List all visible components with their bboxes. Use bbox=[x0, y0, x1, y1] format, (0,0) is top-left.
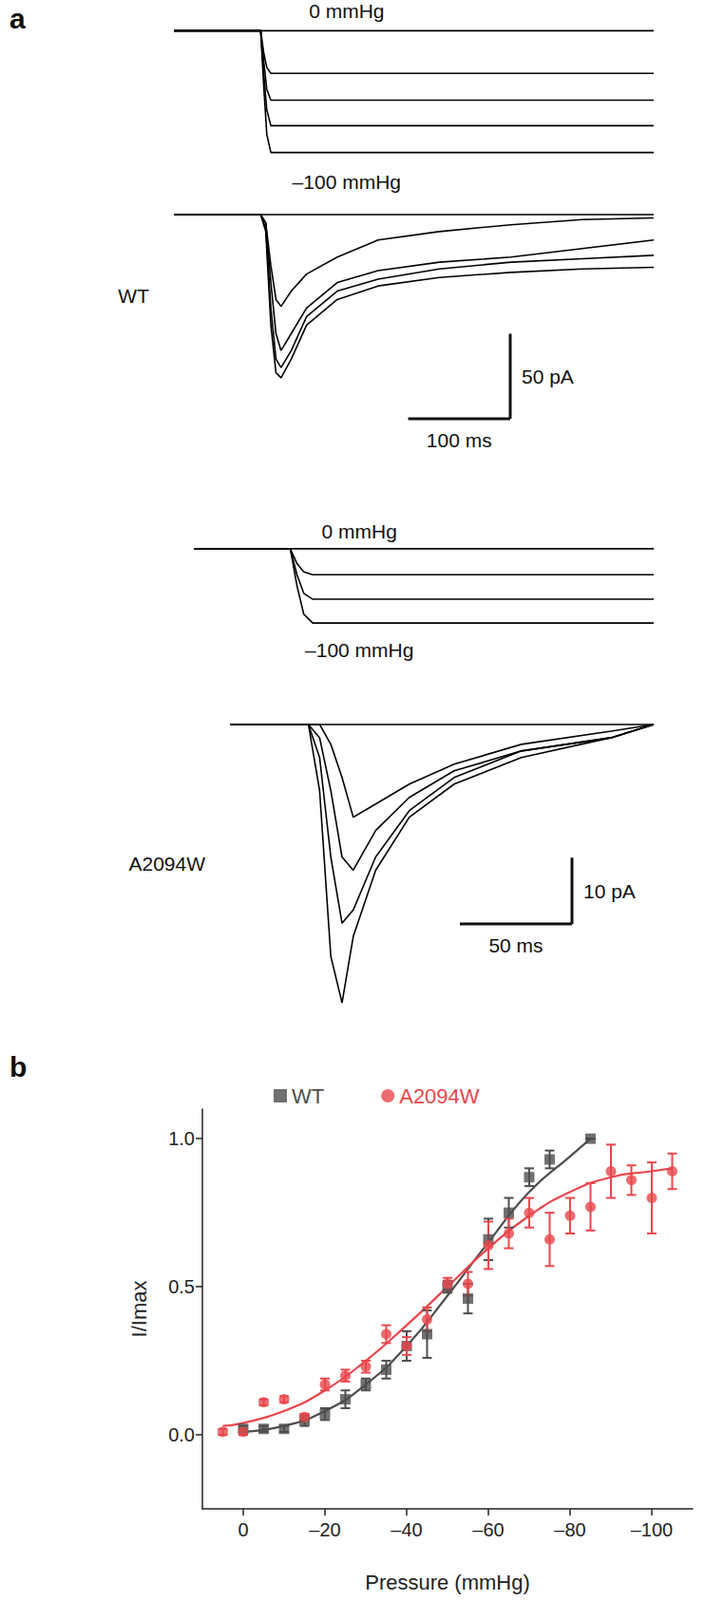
svg-text:–100 mmHg: –100 mmHg bbox=[304, 639, 414, 662]
svg-text:0 mmHg: 0 mmHg bbox=[308, 0, 384, 22]
svg-text:Pressure (mmHg): Pressure (mmHg) bbox=[364, 1571, 531, 1596]
svg-text:–100: –100 bbox=[630, 1520, 674, 1542]
svg-text:A2094W: A2094W bbox=[128, 853, 206, 876]
svg-text:0.0: 0.0 bbox=[168, 1425, 195, 1447]
svg-text:I/Imax: I/Imax bbox=[127, 1281, 152, 1339]
svg-text:A2094W: A2094W bbox=[399, 1085, 480, 1109]
svg-text:–60: –60 bbox=[472, 1520, 504, 1542]
svg-text:100 ms: 100 ms bbox=[426, 429, 493, 452]
svg-text:50 ms: 50 ms bbox=[488, 934, 543, 957]
svg-text:50 pA: 50 pA bbox=[521, 365, 574, 388]
svg-text:–20: –20 bbox=[308, 1520, 341, 1542]
svg-text:a: a bbox=[9, 2, 26, 35]
svg-text:–100 mmHg: –100 mmHg bbox=[292, 171, 401, 193]
svg-text:0 mmHg: 0 mmHg bbox=[322, 520, 398, 543]
svg-text:10 pA: 10 pA bbox=[583, 880, 636, 903]
svg-text:–40: –40 bbox=[390, 1520, 422, 1542]
svg-text:0: 0 bbox=[237, 1520, 248, 1542]
svg-text:–80: –80 bbox=[553, 1520, 586, 1542]
svg-text:WT: WT bbox=[117, 285, 150, 307]
svg-text:1.0: 1.0 bbox=[168, 1128, 195, 1150]
svg-text:WT: WT bbox=[291, 1085, 324, 1109]
svg-text:0.5: 0.5 bbox=[168, 1276, 195, 1298]
svg-text:b: b bbox=[9, 1051, 27, 1084]
